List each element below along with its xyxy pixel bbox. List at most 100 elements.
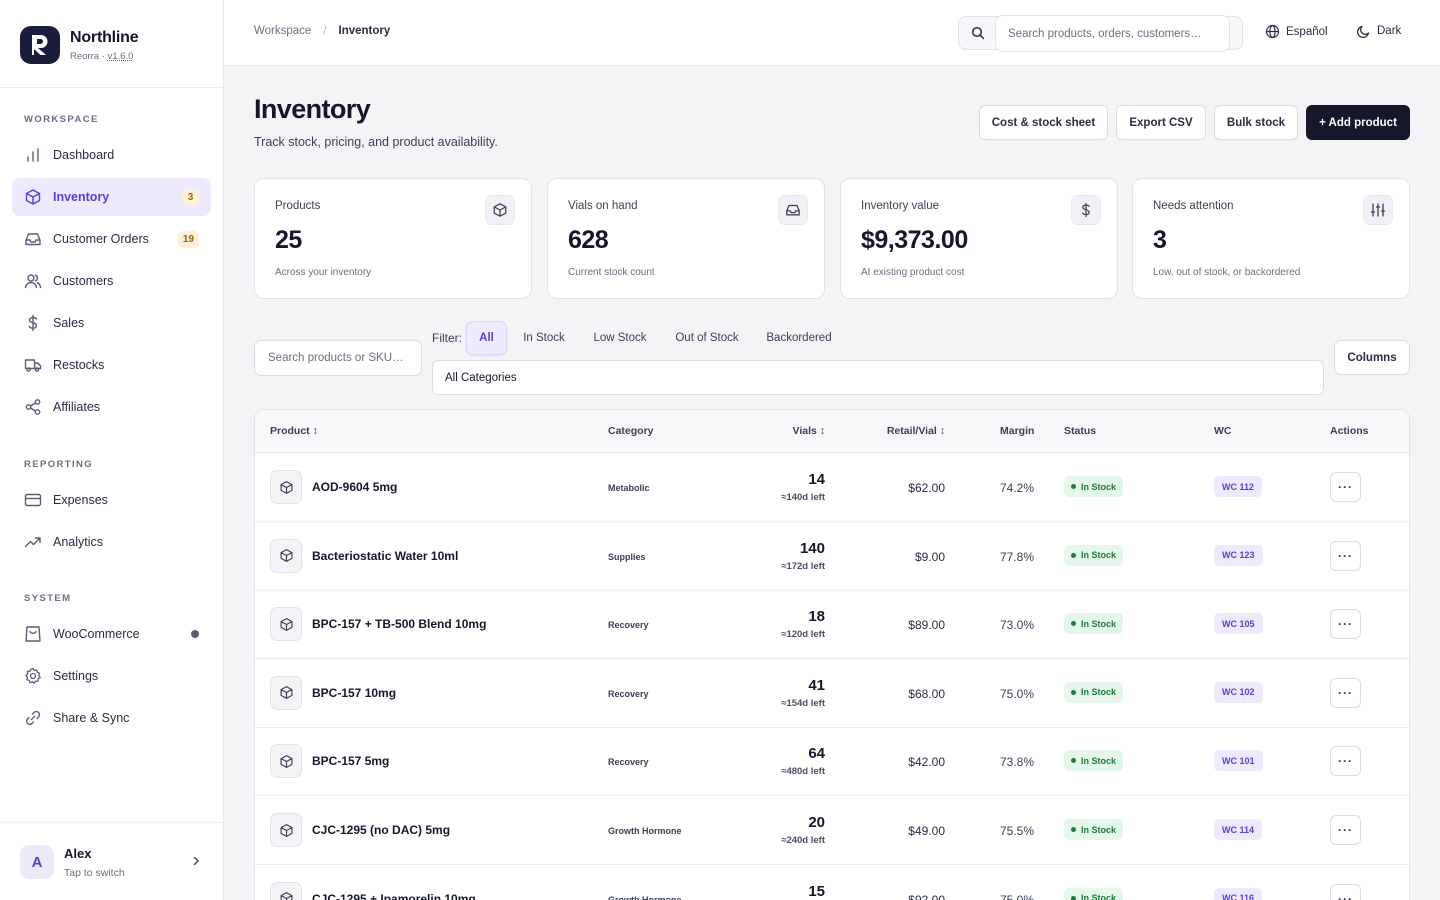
woocommerce-id-badge[interactable]: WC 105 — [1214, 613, 1263, 635]
sidebar-item-label: WooCommerce — [53, 627, 140, 641]
product-category: Growth Hormone — [608, 826, 682, 836]
vials-count: 18 — [808, 608, 825, 626]
vials-count: 140 — [799, 539, 825, 557]
sidebar-item-analytics[interactable]: Analytics — [12, 523, 211, 561]
language-button[interactable]: Español — [1265, 24, 1328, 39]
table-row[interactable]: BPC-157 5mg Recovery 64 ≈480d left $42.00 73.… — [255, 727, 1409, 797]
search-icon[interactable] — [971, 26, 985, 43]
woocommerce-id-badge[interactable]: WC 116 — [1214, 887, 1263, 900]
column-header-vials[interactable]: Vials ↕ — [792, 425, 826, 437]
package-icon — [485, 195, 515, 225]
product-name[interactable]: CJC-1295 + Ipamorelin 10mg — [312, 891, 476, 900]
stat-card-vials: Vials on hand 628 Current stock count — [547, 178, 825, 299]
days-left: ≈120d left — [781, 629, 825, 641]
table-row[interactable]: CJC-1295 (no DAC) 5mg Growth Hormone 20 ≈24… — [255, 796, 1409, 865]
page-subtitle: Track stock, pricing, and product availa… — [254, 135, 498, 149]
add-product-button[interactable]: + Add product — [1306, 105, 1410, 140]
table-row[interactable]: BPC-157 + TB-500 Blend 10mg Recovery 18 ≈12… — [255, 590, 1409, 660]
table-row[interactable]: Bacteriostatic Water 10ml Supplies 140 ≈172… — [255, 522, 1409, 591]
woocommerce-id-badge[interactable]: WC 102 — [1214, 681, 1263, 703]
theme-toggle[interactable]: Dark — [1357, 24, 1401, 38]
category-select[interactable]: All Categories — [432, 360, 1324, 395]
filter-chip-low-stock[interactable]: Low Stock — [593, 332, 647, 344]
moon-icon — [1357, 24, 1371, 38]
row-actions-button[interactable]: ··· — [1330, 677, 1361, 708]
table-header: Product ↕ Category Vials ↕ Retail/Vial ↕… — [255, 410, 1409, 453]
status-label: In Stock — [1081, 618, 1117, 629]
sidebar-item-expenses[interactable]: Expenses — [12, 481, 211, 519]
row-actions-button[interactable]: ··· — [1330, 609, 1361, 640]
product-name[interactable]: BPC-157 10mg — [312, 685, 397, 700]
bulk-stock-button[interactable]: Bulk stock — [1214, 105, 1298, 140]
user-switcher[interactable]: A Alex Tap to switch — [0, 822, 223, 900]
column-header-category: Category — [608, 425, 654, 437]
cost-stock-sheet-button[interactable]: Cost & stock sheet — [979, 105, 1108, 140]
stat-label: Vials on hand — [568, 200, 638, 212]
product-name[interactable]: BPC-157 + TB-500 Blend 10mg — [312, 617, 487, 632]
sidebar: Northline Reorra · v1.6.0 WORKSPACE Dash… — [0, 0, 224, 900]
sidebar-item-settings[interactable]: Settings — [12, 657, 211, 695]
retail-price: $9.00 — [914, 549, 945, 564]
column-header-wc: WC — [1214, 425, 1232, 437]
sidebar-item-customers[interactable]: Customers — [12, 262, 211, 300]
truck-icon — [24, 356, 42, 374]
product-icon — [270, 813, 302, 847]
status-badge: In Stock — [1064, 476, 1124, 497]
sidebar-item-inventory[interactable]: Inventory 3 — [12, 178, 211, 216]
product-icon — [270, 607, 302, 642]
orders-count-badge: 19 — [177, 230, 199, 248]
filter-chip-in-stock[interactable]: In Stock — [523, 332, 565, 344]
row-actions-button[interactable]: ··· — [1330, 883, 1361, 900]
table-row[interactable]: CJC-1295 + Ipamorelin 10mg Growth Hormone… — [255, 865, 1409, 900]
product-name[interactable]: Bacteriostatic Water 10ml — [312, 548, 459, 563]
table-row[interactable]: BPC-157 10mg Recovery 41 ≈154d left $68.00 75… — [255, 659, 1409, 728]
filter-chip-out-of-stock[interactable]: Out of Stock — [675, 332, 739, 344]
inventory-alert-badge: 3 — [182, 188, 199, 206]
filter-chip-all[interactable]: All — [466, 321, 507, 355]
sidebar-item-label: Expenses — [53, 493, 108, 507]
row-actions-button[interactable]: ··· — [1330, 540, 1361, 571]
sidebar-item-label: Analytics — [53, 535, 104, 549]
status-dot — [1071, 689, 1076, 695]
stat-card-needs-attention: Needs attention 3 Low, out of stock, or … — [1132, 178, 1410, 299]
woocommerce-id-badge[interactable]: WC 123 — [1214, 544, 1263, 566]
export-csv-button[interactable]: Export CSV — [1116, 105, 1206, 140]
table-row[interactable]: AOD-9604 5mg Metabolic 14 ≈140d left $62.00 7… — [255, 453, 1409, 522]
sidebar-item-woocommerce[interactable]: WooCommerce — [12, 615, 211, 653]
sidebar-item-affiliates[interactable]: Affiliates — [12, 388, 211, 426]
inventory-table: Product ↕ Category Vials ↕ Retail/Vial ↕… — [254, 409, 1410, 900]
status-label: In Stock — [1081, 824, 1117, 835]
column-header-retail[interactable]: Retail/Vial ↕ — [886, 425, 945, 437]
columns-button[interactable]: Columns — [1334, 340, 1410, 375]
product-name[interactable]: CJC-1295 (no DAC) 5mg — [312, 823, 451, 837]
status-dot — [1071, 552, 1076, 558]
sidebar-item-sales[interactable]: Sales — [12, 304, 211, 342]
woocommerce-id-badge[interactable]: WC 114 — [1214, 819, 1263, 840]
woocommerce-id-badge[interactable]: WC 101 — [1214, 750, 1263, 772]
breadcrumb-workspace[interactable]: Workspace — [254, 25, 312, 37]
app-version[interactable]: v1.6.0 — [107, 50, 134, 62]
sidebar-item-customer-orders[interactable]: Customer Orders 19 — [12, 220, 211, 258]
retail-price: $68.00 — [908, 686, 945, 701]
woocommerce-id-badge[interactable]: WC 112 — [1214, 476, 1263, 497]
product-search-input[interactable] — [254, 340, 422, 376]
product-category: Recovery — [608, 757, 649, 768]
sidebar-item-restocks[interactable]: Restocks — [12, 346, 211, 384]
trending-up-icon — [24, 533, 42, 551]
sidebar-item-share-sync[interactable]: Share & Sync — [12, 699, 211, 737]
filter-chip-backordered[interactable]: Backordered — [766, 332, 832, 344]
global-search-input[interactable] — [995, 15, 1230, 52]
column-header-product[interactable]: Product ↕ — [270, 425, 318, 437]
retail-price: $42.00 — [908, 755, 945, 770]
stat-value: 628 — [568, 226, 609, 254]
sidebar-item-dashboard[interactable]: Dashboard — [12, 136, 211, 174]
product-name[interactable]: BPC-157 5mg — [312, 754, 390, 769]
product-category: Metabolic — [608, 483, 650, 493]
product-name[interactable]: AOD-9604 5mg — [312, 480, 398, 494]
section-label-reporting: REPORTING — [24, 459, 94, 470]
row-actions-button[interactable]: ··· — [1330, 746, 1361, 777]
days-left: ≈154d left — [781, 697, 825, 709]
row-actions-button[interactable]: ··· — [1330, 472, 1361, 502]
brand[interactable]: Northline Reorra · v1.6.0 — [20, 26, 139, 64]
row-actions-button[interactable]: ··· — [1330, 815, 1361, 845]
